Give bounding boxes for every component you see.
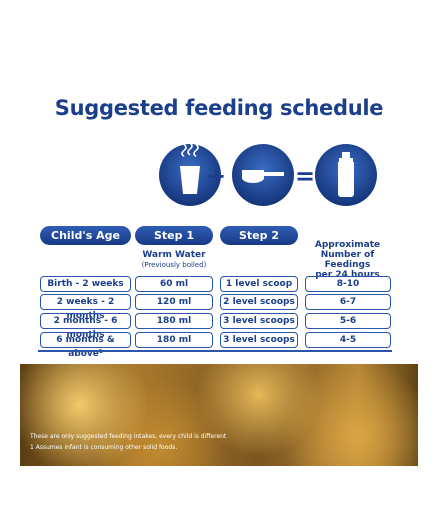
table-cell: 6 months & above¹ [40,332,131,359]
table-cell: 6-7 [305,294,391,310]
feedings-header: Approximate Number of Feedings per 24 hour… [300,240,395,280]
icons: + = [159,142,377,206]
feedings-header-line: per 24 hours [315,270,380,280]
svg-text:=: = [295,162,315,190]
divider [38,350,392,352]
table-cell: 1 level scoop [220,276,298,292]
gold-background [20,364,418,466]
step1-note: Warm Water [142,250,206,260]
table-cell: 2 level scoops [220,294,298,310]
table-cell: 3 level scoops [220,313,298,329]
table-cell: 180 ml [135,332,213,348]
feedings-header-line: Approximate [314,240,381,250]
footnote: 1 Assumes infant is consuming other soli… [30,444,178,451]
table-cell: 5-6 [305,313,391,329]
table-cell: 120 ml [135,294,213,310]
table-cell: 2 weeks - 2 months [40,294,131,321]
footnote: These are only suggested feeding intakes… [30,433,227,440]
header-pill: Step 1 [135,226,213,245]
table-cell: 2 months - 6 months [40,313,131,340]
header-pill: Child's Age [40,226,131,245]
feedings-header-line: Number of Feedings [320,250,375,270]
table-cell: 60 ml [135,276,213,292]
table-cell: 3 level scoops [220,332,298,348]
table-cell: 180 ml [135,313,213,329]
svg-text:+: + [206,162,226,190]
table-cell: Birth - 2 weeks [40,276,131,292]
table-cell: 4-5 [305,332,391,348]
title: Suggested feeding schedule [54,96,384,120]
step1-subnote: (Previously boiled) [141,261,207,269]
table-cell: 8-10 [305,276,391,292]
header-pill: Step 2 [220,226,298,245]
